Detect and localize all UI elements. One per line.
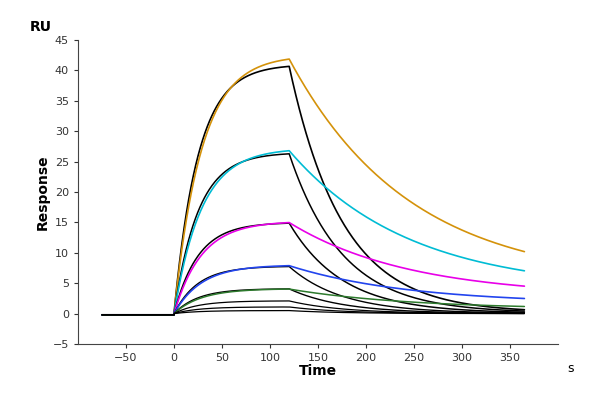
Text: s: s bbox=[568, 362, 574, 375]
Y-axis label: Response: Response bbox=[36, 154, 50, 230]
Text: RU: RU bbox=[30, 20, 52, 34]
X-axis label: Time: Time bbox=[299, 364, 337, 378]
